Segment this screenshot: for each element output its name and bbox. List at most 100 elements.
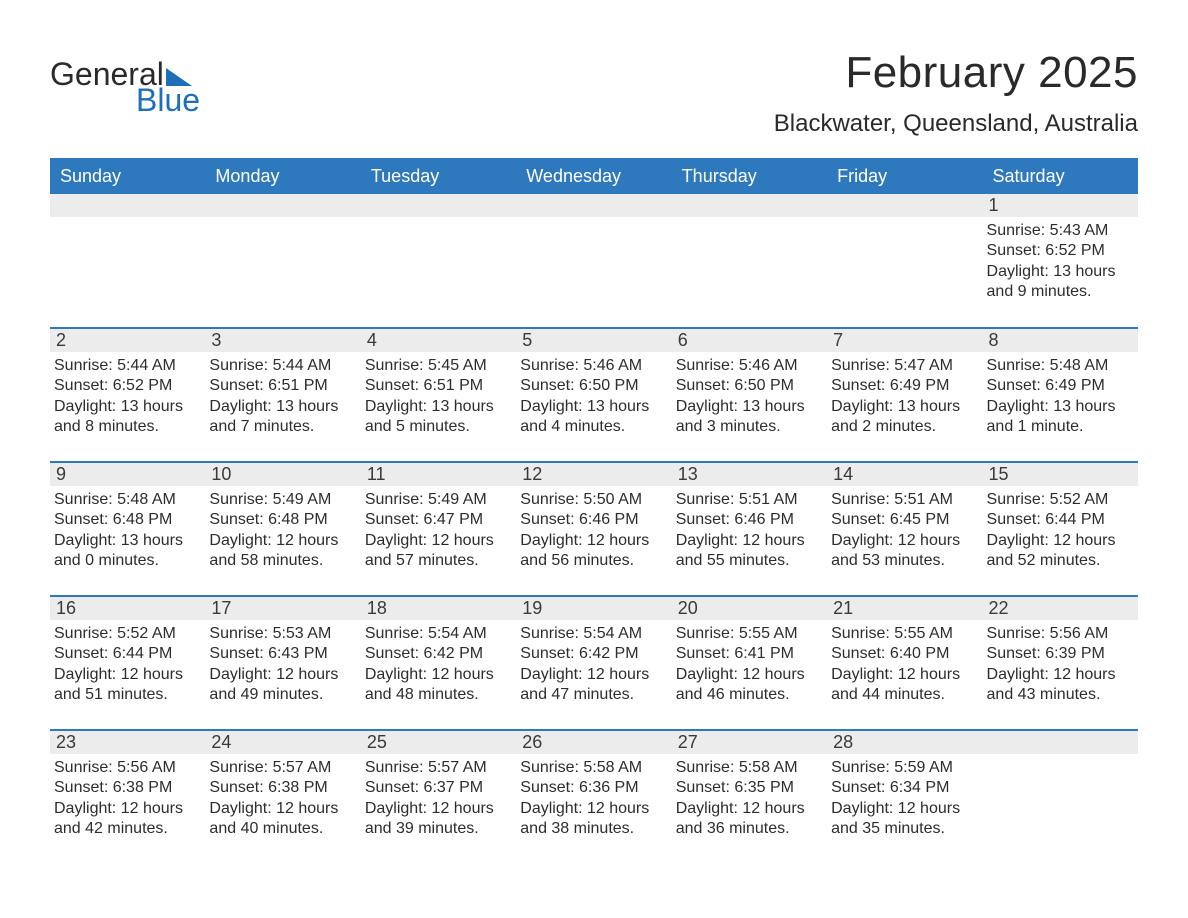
day-number xyxy=(205,194,360,217)
calendar-day: 4Sunrise: 5:45 AMSunset: 6:51 PMDaylight… xyxy=(361,328,516,462)
day-number: 12 xyxy=(516,463,671,486)
day-number: 21 xyxy=(827,597,982,620)
day-number: 20 xyxy=(672,597,827,620)
calendar-body: 1 Sunrise: 5:43 AMSunset: 6:52 PMDaylight… xyxy=(50,194,1138,864)
day-number: 1 xyxy=(983,194,1138,217)
day-number: 16 xyxy=(50,597,205,620)
day-details: Sunrise: 5:58 AMSunset: 6:35 PMDaylight:… xyxy=(676,758,819,840)
calendar-day: 12 Sunrise: 5:50 AMSunset: 6:46 PMDayligh… xyxy=(516,462,671,596)
calendar-day: 23 Sunrise: 5:56 AMSunset: 6:38 PMDayligh… xyxy=(50,730,205,864)
calendar-day-empty xyxy=(983,730,1138,864)
calendar-day: 1 Sunrise: 5:43 AMSunset: 6:52 PMDaylight… xyxy=(983,194,1138,328)
calendar-day: 22 Sunrise: 5:56 AMSunset: 6:39 PMDayligh… xyxy=(983,596,1138,730)
calendar-day: 7 Sunrise: 5:47 AMSunset: 6:49 PMDaylight… xyxy=(827,328,982,462)
day-number: 2 xyxy=(50,329,205,352)
calendar-week: 1 Sunrise: 5:43 AMSunset: 6:52 PMDaylight… xyxy=(50,194,1138,328)
calendar-day: 13 Sunrise: 5:51 AMSunset: 6:46 PMDayligh… xyxy=(672,462,827,596)
calendar-day: 15 Sunrise: 5:52 AMSunset: 6:44 PMDayligh… xyxy=(983,462,1138,596)
calendar-day: 6 Sunrise: 5:46 AMSunset: 6:50 PMDaylight… xyxy=(672,328,827,462)
day-header: Saturday xyxy=(983,158,1138,194)
calendar-day: 9 Sunrise: 5:48 AMSunset: 6:48 PMDaylight… xyxy=(50,462,205,596)
header: General Blue February 2025 Blackwater, Q… xyxy=(50,48,1138,146)
calendar-head: SundayMondayTuesdayWednesdayThursdayFrid… xyxy=(50,158,1138,194)
day-header: Wednesday xyxy=(516,158,671,194)
day-details: Sunrise: 5:52 AMSunset: 6:44 PMDaylight:… xyxy=(54,624,197,706)
calendar-day-empty xyxy=(361,194,516,328)
day-details: Sunrise: 5:54 AMSunset: 6:42 PMDaylight:… xyxy=(520,624,663,706)
day-details: Sunrise: 5:44 AMSunset: 6:51 PMDaylight:… xyxy=(209,356,352,438)
day-details: Sunrise: 5:46 AMSunset: 6:50 PMDaylight:… xyxy=(676,356,819,438)
day-details: Sunrise: 5:49 AMSunset: 6:47 PMDaylight:… xyxy=(365,490,508,572)
calendar-day-empty xyxy=(205,194,360,328)
day-details: Sunrise: 5:56 AMSunset: 6:39 PMDaylight:… xyxy=(987,624,1130,706)
logo-text-bottom: Blue xyxy=(136,84,200,116)
month-title: February 2025 xyxy=(774,48,1138,98)
calendar-day: 18 Sunrise: 5:54 AMSunset: 6:42 PMDayligh… xyxy=(361,596,516,730)
calendar-day: 5 Sunrise: 5:46 AMSunset: 6:50 PMDaylight… xyxy=(516,328,671,462)
day-details: Sunrise: 5:54 AMSunset: 6:42 PMDaylight:… xyxy=(365,624,508,706)
day-details: Sunrise: 5:48 AMSunset: 6:48 PMDaylight:… xyxy=(54,490,197,572)
day-number: 24 xyxy=(205,731,360,754)
calendar-day-empty xyxy=(50,194,205,328)
day-details: Sunrise: 5:49 AMSunset: 6:48 PMDaylight:… xyxy=(209,490,352,572)
calendar-day: 24 Sunrise: 5:57 AMSunset: 6:38 PMDayligh… xyxy=(205,730,360,864)
calendar-week: 2 Sunrise: 5:44 AMSunset: 6:52 PMDaylight… xyxy=(50,328,1138,462)
location: Blackwater, Queensland, Australia xyxy=(774,110,1138,138)
day-number: 6 xyxy=(672,329,827,352)
calendar-day: 16 Sunrise: 5:52 AMSunset: 6:44 PMDayligh… xyxy=(50,596,205,730)
day-details: Sunrise: 5:44 AMSunset: 6:52 PMDaylight:… xyxy=(54,356,197,438)
day-number: 27 xyxy=(672,731,827,754)
day-details: Sunrise: 5:43 AMSunset: 6:52 PMDaylight:… xyxy=(987,221,1130,303)
day-number: 22 xyxy=(983,597,1138,620)
calendar-week: 23 Sunrise: 5:56 AMSunset: 6:38 PMDayligh… xyxy=(50,730,1138,864)
day-number xyxy=(50,194,205,217)
calendar-day: 28 Sunrise: 5:59 AMSunset: 6:34 PMDayligh… xyxy=(827,730,982,864)
day-number xyxy=(983,731,1138,754)
calendar-day: 11 Sunrise: 5:49 AMSunset: 6:47 PMDayligh… xyxy=(361,462,516,596)
day-details: Sunrise: 5:51 AMSunset: 6:46 PMDaylight:… xyxy=(676,490,819,572)
day-details: Sunrise: 5:57 AMSunset: 6:38 PMDaylight:… xyxy=(209,758,352,840)
calendar-day: 25Sunrise: 5:57 AMSunset: 6:37 PMDayligh… xyxy=(361,730,516,864)
calendar-day: 20Sunrise: 5:55 AMSunset: 6:41 PMDayligh… xyxy=(672,596,827,730)
logo: General Blue xyxy=(50,48,200,116)
day-number: 19 xyxy=(516,597,671,620)
calendar-day: 21 Sunrise: 5:55 AMSunset: 6:40 PMDayligh… xyxy=(827,596,982,730)
day-number: 15 xyxy=(983,463,1138,486)
day-number: 18 xyxy=(361,597,516,620)
calendar-day: 19 Sunrise: 5:54 AMSunset: 6:42 PMDayligh… xyxy=(516,596,671,730)
day-number: 8 xyxy=(983,329,1138,352)
day-details: Sunrise: 5:53 AMSunset: 6:43 PMDaylight:… xyxy=(209,624,352,706)
day-number: 9 xyxy=(50,463,205,486)
day-number: 7 xyxy=(827,329,982,352)
day-number: 26 xyxy=(516,731,671,754)
day-number: 25 xyxy=(361,731,516,754)
day-details: Sunrise: 5:50 AMSunset: 6:46 PMDaylight:… xyxy=(520,490,663,572)
day-number: 13 xyxy=(672,463,827,486)
calendar-day: 8Sunrise: 5:48 AMSunset: 6:49 PMDaylight… xyxy=(983,328,1138,462)
calendar-day-empty xyxy=(827,194,982,328)
day-details: Sunrise: 5:58 AMSunset: 6:36 PMDaylight:… xyxy=(520,758,663,840)
calendar-week: 16 Sunrise: 5:52 AMSunset: 6:44 PMDayligh… xyxy=(50,596,1138,730)
day-details: Sunrise: 5:59 AMSunset: 6:34 PMDaylight:… xyxy=(831,758,974,840)
calendar-day: 27 Sunrise: 5:58 AMSunset: 6:35 PMDayligh… xyxy=(672,730,827,864)
day-number: 23 xyxy=(50,731,205,754)
day-details: Sunrise: 5:52 AMSunset: 6:44 PMDaylight:… xyxy=(987,490,1130,572)
day-header: Monday xyxy=(205,158,360,194)
day-details: Sunrise: 5:46 AMSunset: 6:50 PMDaylight:… xyxy=(520,356,663,438)
day-number: 28 xyxy=(827,731,982,754)
calendar-day: 14Sunrise: 5:51 AMSunset: 6:45 PMDayligh… xyxy=(827,462,982,596)
day-header-row: SundayMondayTuesdayWednesdayThursdayFrid… xyxy=(50,158,1138,194)
day-header: Sunday xyxy=(50,158,205,194)
day-number: 3 xyxy=(205,329,360,352)
day-details: Sunrise: 5:56 AMSunset: 6:38 PMDaylight:… xyxy=(54,758,197,840)
day-details: Sunrise: 5:47 AMSunset: 6:49 PMDaylight:… xyxy=(831,356,974,438)
day-details: Sunrise: 5:45 AMSunset: 6:51 PMDaylight:… xyxy=(365,356,508,438)
calendar-week: 9 Sunrise: 5:48 AMSunset: 6:48 PMDaylight… xyxy=(50,462,1138,596)
day-details: Sunrise: 5:55 AMSunset: 6:40 PMDaylight:… xyxy=(831,624,974,706)
day-number: 5 xyxy=(516,329,671,352)
day-number: 11 xyxy=(361,463,516,486)
calendar-day-empty xyxy=(672,194,827,328)
calendar-table: SundayMondayTuesdayWednesdayThursdayFrid… xyxy=(50,158,1138,864)
calendar-day-empty xyxy=(516,194,671,328)
day-number xyxy=(827,194,982,217)
